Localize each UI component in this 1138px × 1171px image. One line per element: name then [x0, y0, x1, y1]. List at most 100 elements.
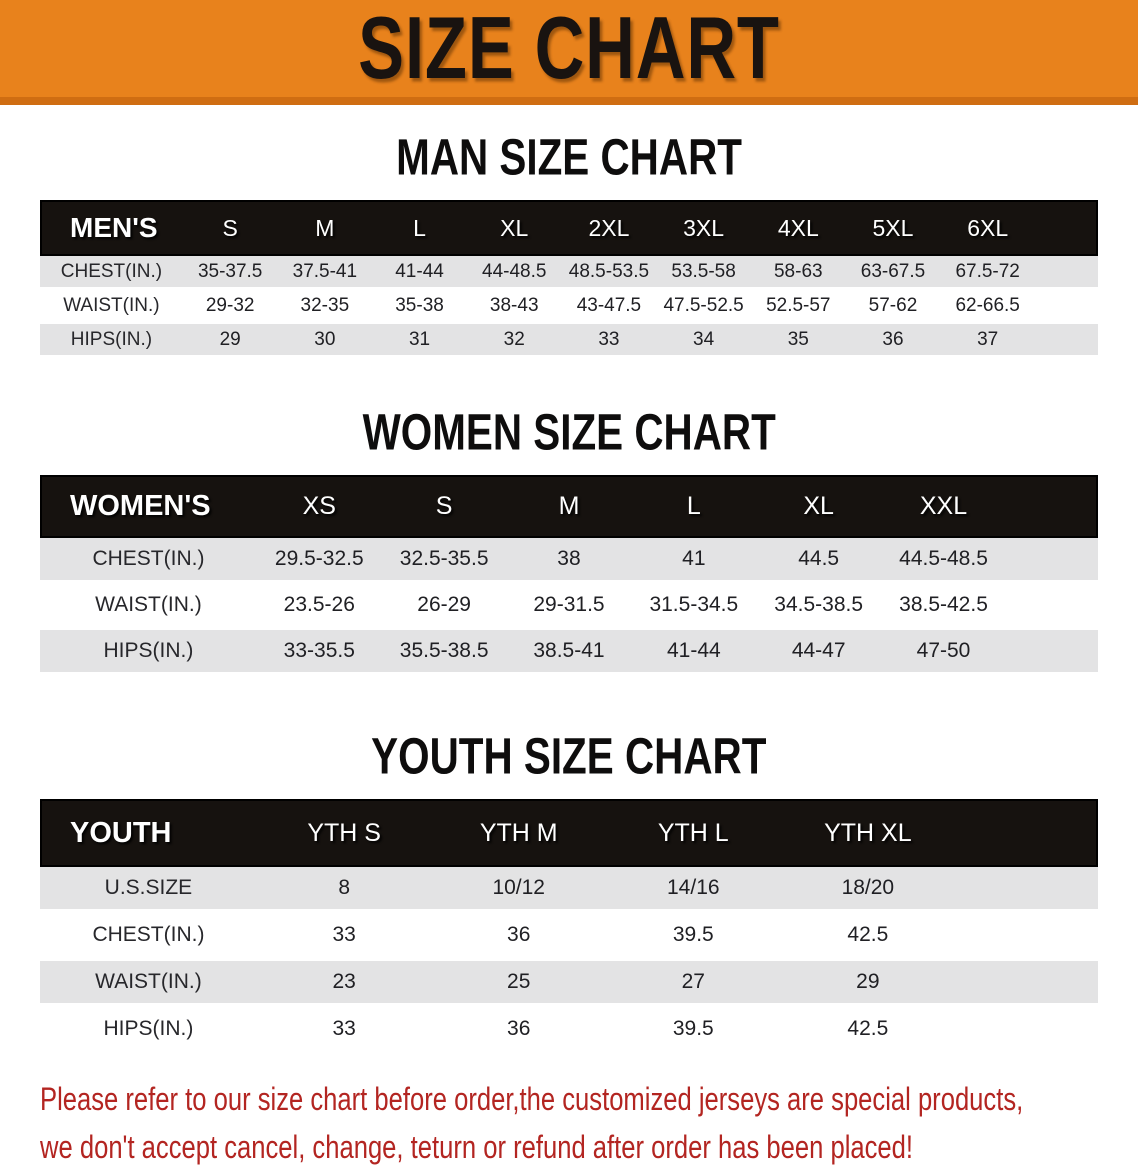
- size-value-cell: 25: [431, 961, 606, 1008]
- size-value-cell: 29-32: [182, 290, 278, 324]
- size-value-cell: 23: [256, 961, 432, 1008]
- measure-row-label: CHEST(IN.): [40, 538, 257, 584]
- size-value-cell: 32: [466, 324, 562, 358]
- size-value-cell: 29.5-32.5: [256, 538, 382, 584]
- women-size-chart-title: WOMEN SIZE CHART: [362, 402, 776, 461]
- size-value-cell: 35.5-38.5: [381, 630, 507, 676]
- size-value-cell: 34: [656, 324, 751, 358]
- size-value-cell: 62-66.5: [940, 290, 1036, 324]
- size-value-cell: 35-38: [372, 290, 467, 324]
- header-filler-cell: [1035, 200, 1098, 256]
- row-filler-cell: [955, 914, 1098, 961]
- size-value-cell: 32.5-35.5: [381, 538, 507, 584]
- size-value-cell: 18/20: [780, 867, 956, 914]
- measure-row-label: U.S.SIZE: [40, 867, 257, 914]
- size-value-cell: 42.5: [780, 914, 956, 961]
- size-value-cell: 38: [506, 538, 632, 584]
- size-column-header: 5XL: [845, 200, 941, 256]
- table-row: WAIST(IN.) 23.5-26 26-29 29-31.5 31.5-34.5 34…: [40, 584, 1098, 630]
- size-value-cell: 53.5-58: [656, 256, 751, 290]
- mens-size-table: MEN'S S M L XL 2XL 3XL 4XL 5XL 6XL CHEST(IN.) 35-37…: [40, 200, 1098, 358]
- size-value-cell: 52.5-57: [750, 290, 846, 324]
- size-value-cell: 47-50: [881, 630, 1006, 676]
- size-value-cell: 42.5: [780, 1008, 956, 1055]
- measure-row-label: HIPS(IN.): [40, 630, 257, 676]
- size-chart-banner: SIZE CHART: [0, 0, 1138, 105]
- size-value-cell: 38.5-42.5: [881, 584, 1006, 630]
- womens-size-table: WOMEN'S XS S M L XL XXL CHEST(IN.) 29.5-32.5 32.5…: [40, 475, 1098, 676]
- size-value-cell: 36: [431, 1008, 606, 1055]
- size-column-header: YTH M: [431, 799, 606, 867]
- table-row: WAIST(IN.) 29-32 32-35 35-38 38-43 43-47.5 47.…: [40, 290, 1098, 324]
- size-value-cell: 31.5-34.5: [631, 584, 757, 630]
- measure-row-label: WAIST(IN.): [40, 290, 183, 324]
- size-column-header: XXL: [881, 475, 1006, 538]
- banner-title: SIZE CHART: [358, 0, 780, 98]
- measure-row-label: CHEST(IN.): [40, 914, 257, 961]
- size-column-header: S: [381, 475, 507, 538]
- table-row: HIPS(IN.) 33-35.5 35.5-38.5 38.5-41 41-44 44-…: [40, 630, 1098, 676]
- size-value-cell: 35-37.5: [182, 256, 278, 290]
- size-column-header: M: [277, 200, 373, 256]
- measure-row-label: HIPS(IN.): [40, 324, 183, 358]
- size-value-cell: 37.5-41: [277, 256, 373, 290]
- size-value-cell: 57-62: [845, 290, 941, 324]
- size-value-cell: 36: [431, 914, 606, 961]
- size-column-header: YTH S: [256, 799, 432, 867]
- size-value-cell: 30: [277, 324, 373, 358]
- size-value-cell: 33: [256, 1008, 432, 1055]
- size-value-cell: 32-35: [277, 290, 373, 324]
- size-column-header: M: [506, 475, 632, 538]
- row-filler-cell: [955, 961, 1098, 1008]
- size-value-cell: 41-44: [372, 256, 467, 290]
- row-filler-cell: [1005, 584, 1098, 630]
- size-value-cell: 29: [182, 324, 278, 358]
- measure-row-label: WAIST(IN.): [40, 961, 257, 1008]
- table-row: HIPS(IN.) 33 36 39.5 42.5: [40, 1008, 1098, 1055]
- table-group-label: MEN'S: [40, 200, 183, 256]
- row-filler-cell: [1035, 324, 1098, 358]
- size-column-header: YTH XL: [780, 799, 956, 867]
- youth-size-chart-title: YOUTH SIZE CHART: [371, 726, 767, 785]
- size-value-cell: 47.5-52.5: [656, 290, 751, 324]
- size-value-cell: 44-48.5: [466, 256, 562, 290]
- size-column-header: 3XL: [656, 200, 751, 256]
- size-value-cell: 67.5-72: [940, 256, 1036, 290]
- size-value-cell: 41-44: [631, 630, 757, 676]
- row-filler-cell: [1005, 538, 1098, 584]
- size-value-cell: 44.5: [756, 538, 882, 584]
- size-value-cell: 44.5-48.5: [881, 538, 1006, 584]
- table-group-label: YOUTH: [40, 799, 257, 867]
- row-filler-cell: [955, 867, 1098, 914]
- size-value-cell: 8: [256, 867, 432, 914]
- size-value-cell: 14/16: [606, 867, 781, 914]
- size-value-cell: 34.5-38.5: [756, 584, 882, 630]
- size-column-header: 6XL: [940, 200, 1036, 256]
- size-header-row: MEN'S S M L XL 2XL 3XL 4XL 5XL 6XL: [40, 200, 1098, 256]
- size-column-header: 4XL: [750, 200, 846, 256]
- size-column-header: L: [372, 200, 467, 256]
- size-column-header: XS: [256, 475, 382, 538]
- size-value-cell: 38-43: [466, 290, 562, 324]
- size-value-cell: 39.5: [606, 914, 781, 961]
- table-row: HIPS(IN.) 29 30 31 32 33 34 35 36 37: [40, 324, 1098, 358]
- header-filler-cell: [1005, 475, 1098, 538]
- table-row: CHEST(IN.) 35-37.5 37.5-41 41-44 44-48.5 48.5…: [40, 256, 1098, 290]
- size-column-header: YTH L: [606, 799, 781, 867]
- size-value-cell: 33-35.5: [256, 630, 382, 676]
- row-filler-cell: [955, 1008, 1098, 1055]
- size-column-header: 2XL: [561, 200, 657, 256]
- size-value-cell: 33: [256, 914, 432, 961]
- size-value-cell: 23.5-26: [256, 584, 382, 630]
- size-value-cell: 10/12: [431, 867, 606, 914]
- measure-row-label: WAIST(IN.): [40, 584, 257, 630]
- size-header-row: YOUTH YTH S YTH M YTH L YTH XL: [40, 799, 1098, 867]
- header-filler-cell: [955, 799, 1098, 867]
- size-value-cell: 58-63: [750, 256, 846, 290]
- man-size-chart-title: MAN SIZE CHART: [396, 127, 742, 186]
- size-value-cell: 35: [750, 324, 846, 358]
- size-value-cell: 41: [631, 538, 757, 584]
- size-value-cell: 26-29: [381, 584, 507, 630]
- table-group-label: WOMEN'S: [40, 475, 257, 538]
- size-column-header: L: [631, 475, 757, 538]
